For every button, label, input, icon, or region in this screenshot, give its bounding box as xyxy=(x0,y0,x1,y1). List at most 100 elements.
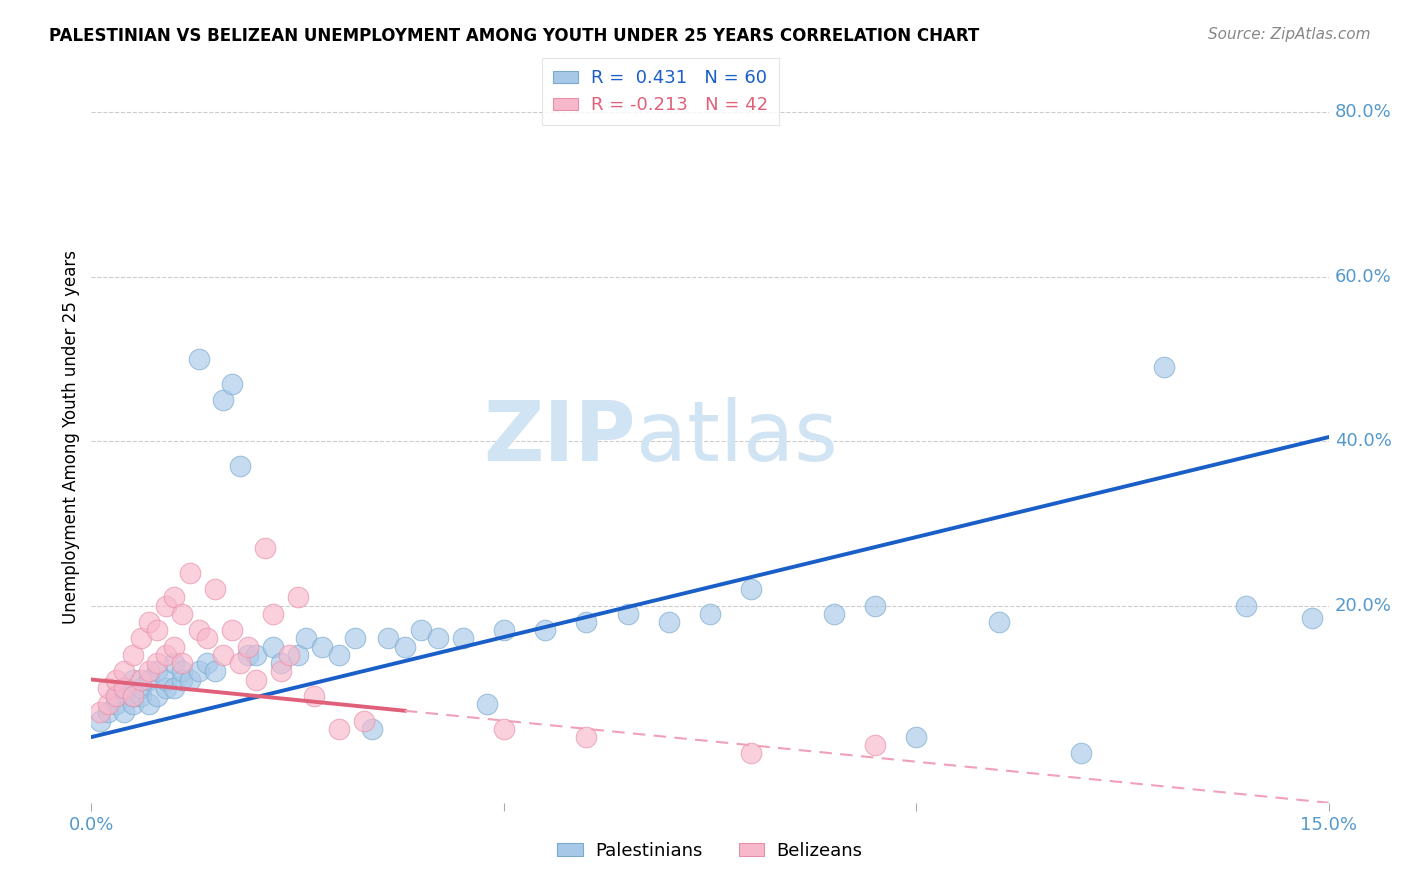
Text: 20.0%: 20.0% xyxy=(1334,597,1392,615)
Text: PALESTINIAN VS BELIZEAN UNEMPLOYMENT AMONG YOUTH UNDER 25 YEARS CORRELATION CHAR: PALESTINIAN VS BELIZEAN UNEMPLOYMENT AMO… xyxy=(49,27,980,45)
Point xyxy=(121,689,143,703)
Point xyxy=(236,648,259,662)
Point xyxy=(1153,360,1175,375)
Point xyxy=(105,689,128,703)
Point xyxy=(1234,599,1257,613)
Point xyxy=(236,640,259,654)
Point xyxy=(492,624,515,638)
Point xyxy=(328,722,350,736)
Point xyxy=(278,648,301,662)
Point xyxy=(229,458,252,473)
Text: 40.0%: 40.0% xyxy=(1334,433,1392,450)
Y-axis label: Unemployment Among Youth under 25 years: Unemployment Among Youth under 25 years xyxy=(62,250,80,624)
Point xyxy=(97,697,120,711)
Point xyxy=(195,656,218,670)
Point xyxy=(195,632,218,646)
Point xyxy=(112,681,135,695)
Point xyxy=(575,615,598,629)
Point xyxy=(245,673,267,687)
Point xyxy=(138,615,160,629)
Point xyxy=(121,648,143,662)
Point xyxy=(270,665,292,679)
Point xyxy=(155,599,177,613)
Point xyxy=(129,689,152,703)
Point xyxy=(163,591,186,605)
Point xyxy=(1301,611,1323,625)
Point xyxy=(616,607,638,621)
Point xyxy=(129,673,152,687)
Point xyxy=(492,722,515,736)
Point xyxy=(172,673,194,687)
Point xyxy=(163,681,186,695)
Point xyxy=(221,624,243,638)
Legend: Palestinians, Belizeans: Palestinians, Belizeans xyxy=(550,835,870,867)
Point xyxy=(863,599,886,613)
Point xyxy=(740,747,762,761)
Point xyxy=(823,607,845,621)
Point xyxy=(394,640,416,654)
Point xyxy=(328,648,350,662)
Point xyxy=(253,541,276,555)
Point xyxy=(863,739,886,753)
Point xyxy=(344,632,367,646)
Text: 60.0%: 60.0% xyxy=(1334,268,1392,285)
Text: Source: ZipAtlas.com: Source: ZipAtlas.com xyxy=(1208,27,1371,42)
Point xyxy=(477,697,499,711)
Point xyxy=(658,615,681,629)
Text: atlas: atlas xyxy=(636,397,838,477)
Point xyxy=(262,640,284,654)
Point xyxy=(179,566,201,580)
Point xyxy=(411,624,433,638)
Point xyxy=(138,673,160,687)
Point xyxy=(187,624,209,638)
Point xyxy=(112,706,135,720)
Point xyxy=(377,632,399,646)
Point xyxy=(212,393,235,408)
Point xyxy=(121,697,143,711)
Point xyxy=(112,665,135,679)
Point xyxy=(121,689,143,703)
Point xyxy=(245,648,267,662)
Point xyxy=(163,656,186,670)
Point xyxy=(426,632,449,646)
Point xyxy=(105,673,128,687)
Point xyxy=(146,665,169,679)
Point xyxy=(146,624,169,638)
Point xyxy=(105,697,128,711)
Point xyxy=(129,681,152,695)
Point xyxy=(1070,747,1092,761)
Point xyxy=(302,689,325,703)
Point xyxy=(212,648,235,662)
Point xyxy=(311,640,333,654)
Point xyxy=(187,351,209,366)
Point xyxy=(987,615,1010,629)
Point xyxy=(146,689,169,703)
Point xyxy=(121,673,143,687)
Point xyxy=(172,656,194,670)
Point xyxy=(112,681,135,695)
Point xyxy=(221,376,243,391)
Point xyxy=(534,624,557,638)
Point xyxy=(138,665,160,679)
Point xyxy=(287,648,309,662)
Point xyxy=(105,689,128,703)
Point xyxy=(172,665,194,679)
Point xyxy=(451,632,474,646)
Point xyxy=(89,714,111,728)
Point xyxy=(97,706,120,720)
Point xyxy=(129,632,152,646)
Point xyxy=(97,681,120,695)
Point xyxy=(575,730,598,744)
Point xyxy=(163,640,186,654)
Point xyxy=(172,607,194,621)
Point xyxy=(146,656,169,670)
Point xyxy=(89,706,111,720)
Point xyxy=(155,681,177,695)
Point xyxy=(155,648,177,662)
Point xyxy=(204,665,226,679)
Point xyxy=(270,656,292,670)
Point xyxy=(740,582,762,596)
Point xyxy=(155,673,177,687)
Point xyxy=(295,632,318,646)
Point xyxy=(360,722,382,736)
